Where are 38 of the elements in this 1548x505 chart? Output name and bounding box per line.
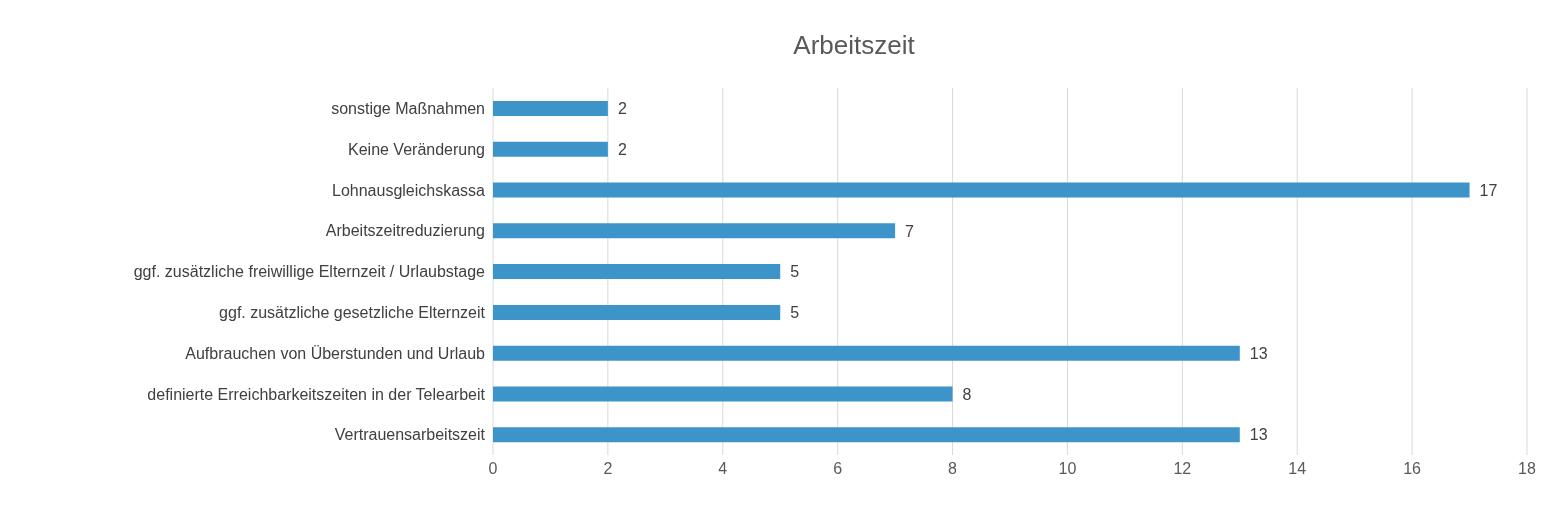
data-label: 8: [962, 385, 972, 403]
bar: [493, 345, 1240, 361]
x-tick-label: 6: [833, 460, 843, 478]
data-label: 17: [1479, 181, 1498, 199]
bar: [493, 182, 1470, 198]
x-tick-label: 18: [1518, 460, 1536, 478]
y-tick-label: ggf. zusätzliche gesetzliche Elternzeit: [219, 303, 486, 321]
data-label: 5: [790, 304, 800, 322]
bar: [493, 101, 608, 116]
data-label: 7: [905, 222, 915, 240]
y-tick-label: Aufbrauchen von Überstunden und Urlaub: [185, 344, 486, 362]
bar: [493, 386, 953, 402]
data-label: 5: [790, 263, 800, 281]
x-tick-label: 12: [1173, 460, 1192, 478]
bar: [493, 223, 896, 239]
x-tick-label: 2: [603, 460, 613, 478]
data-label: 13: [1249, 426, 1268, 444]
x-tick-label: 10: [1058, 460, 1077, 478]
data-label: 13: [1249, 344, 1268, 362]
bar: [493, 427, 1240, 443]
x-tick-label: 0: [488, 460, 498, 478]
y-tick-label: sonstige Maßnahmen: [331, 100, 485, 118]
x-tick-label: 8: [948, 460, 958, 478]
bar: [493, 304, 781, 320]
x-tick-label: 14: [1288, 460, 1307, 478]
chart-title: Arbeitszeit: [792, 30, 916, 61]
y-tick-label: ggf. zusätzliche freiwillige Elternzeit / Urlaubstage: [133, 263, 486, 281]
x-tick-label: 16: [1403, 460, 1422, 478]
y-tick-label: Keine Veränderung: [348, 140, 485, 158]
bar: [493, 141, 608, 157]
y-tick-label: definierte Erreichbarkeitszeiten in der Telearbeit: [147, 385, 486, 403]
y-tick-label: Arbeitszeitreduzierung: [325, 222, 485, 240]
x-tick-label: 4: [718, 460, 728, 478]
bar: [493, 264, 781, 280]
data-label: 2: [617, 100, 627, 118]
data-label: 2: [617, 140, 627, 158]
y-tick-label: Vertrauensarbeitszeit: [334, 426, 486, 444]
y-tick-label: Lohnausgleichskassa: [332, 181, 486, 199]
